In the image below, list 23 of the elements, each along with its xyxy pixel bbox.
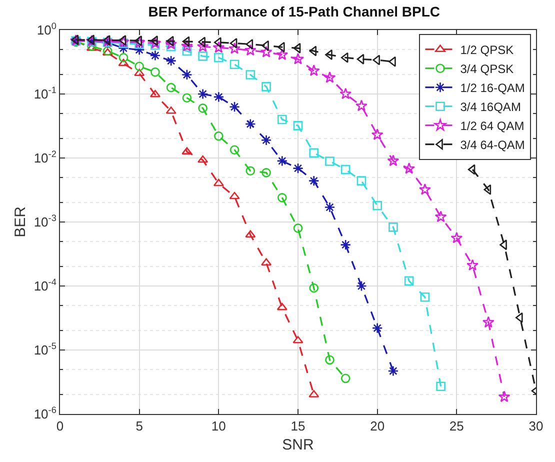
y-axis-title: BER [12, 206, 30, 238]
x-tick-label: 0 [56, 418, 64, 434]
x-tick-label: 15 [290, 418, 306, 434]
x-tick-label: 30 [528, 418, 544, 434]
x-tick-label: 5 [136, 418, 143, 434]
y-tick-label: 10$^{-5}$ [34, 341, 56, 358]
y-tick-label: 10$^{-3}$ [34, 213, 56, 230]
legend-label: 1/2 64 QAM [460, 119, 524, 134]
y-tick-label: 10$^{-6}$ [34, 405, 56, 422]
y-tick-label: 10$^{-4}$ [34, 277, 56, 294]
x-tick-label: 20 [370, 418, 385, 434]
y-tick-label: 10$^{-2}$ [34, 149, 56, 166]
x-axis-title: SNR [282, 436, 314, 454]
chart-title: BER Performance of 15-Path Channel BPLC [148, 4, 440, 20]
x-tick-label: 10 [211, 418, 226, 434]
legend-label: 3/4 64-QAM [460, 138, 525, 152]
y-tick-label: 10$^{0}$ [36, 21, 56, 38]
legend-label: 3/4 QPSK [460, 62, 514, 76]
legend-label: 1/2 16-QAM [460, 81, 525, 96]
y-tick-label: 10$^{-1}$ [34, 85, 56, 102]
legend-label: 1/2 QPSK [460, 43, 514, 58]
x-tick-label: 25 [449, 418, 464, 434]
legend-label: 3/4 16QAM [460, 100, 521, 114]
